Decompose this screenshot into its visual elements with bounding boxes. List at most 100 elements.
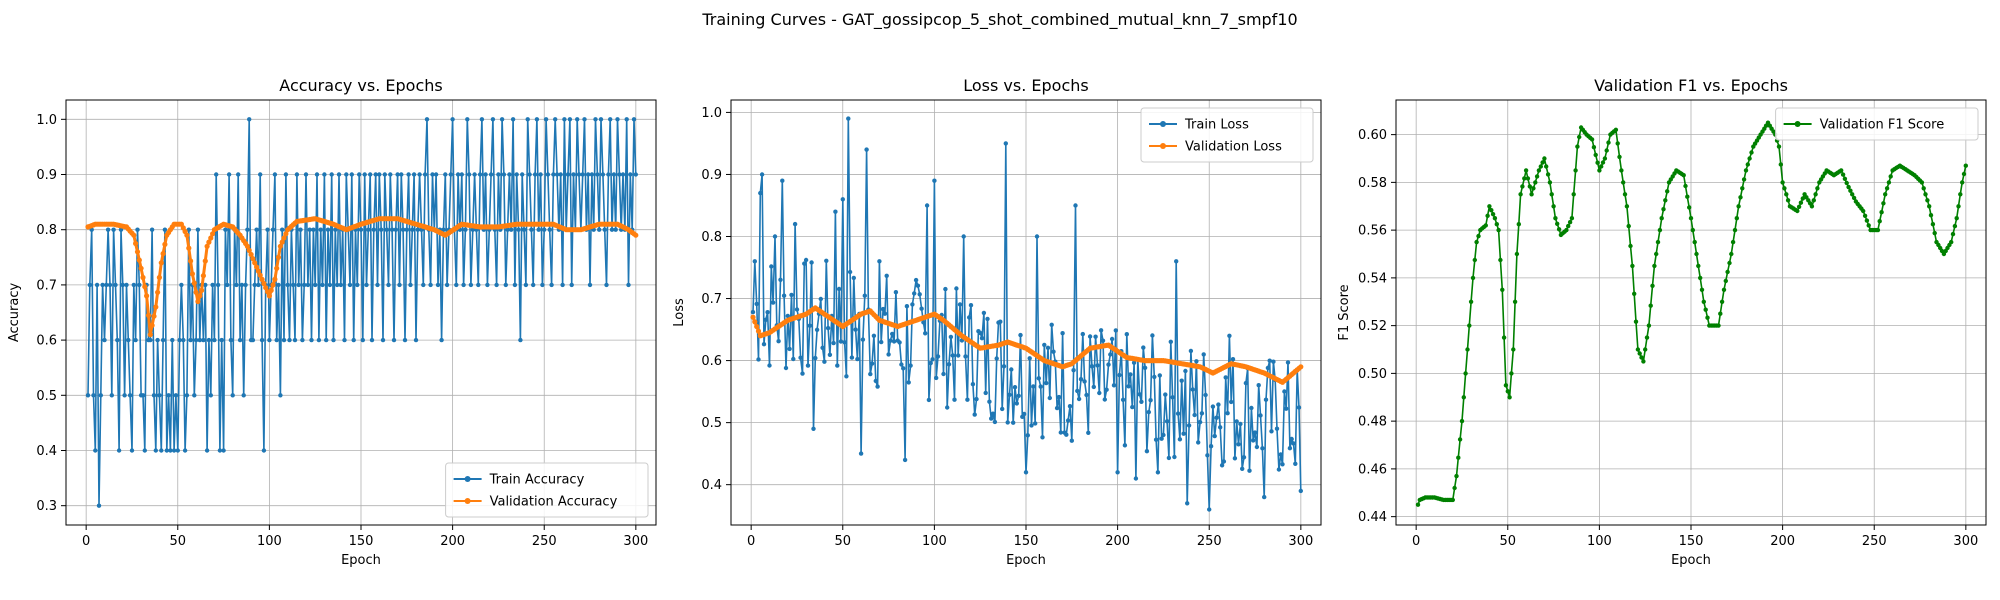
data-point [758, 190, 763, 196]
data-point [521, 227, 527, 232]
data-point [1415, 502, 1421, 507]
data-point [1529, 192, 1534, 197]
data-point [201, 337, 206, 343]
data-point [1016, 393, 1021, 398]
data-point [617, 172, 622, 177]
legend-box [1775, 107, 1979, 141]
data-point [281, 235, 287, 241]
x-tick-label: 150 [349, 534, 374, 549]
x-tick-label: 200 [1770, 534, 1795, 549]
y-tick-label: 0.54 [1358, 271, 1387, 286]
data-point [142, 448, 147, 453]
data-point [1927, 204, 1932, 209]
data-point [538, 172, 543, 177]
data-point [1630, 263, 1635, 269]
data-point [305, 282, 311, 288]
data-point [1652, 263, 1657, 269]
data-point [1511, 347, 1516, 352]
data-point [532, 172, 538, 177]
data-point [998, 319, 1003, 324]
data-point [950, 353, 955, 358]
data-point [362, 172, 367, 177]
data-point [1289, 436, 1294, 442]
data-point [979, 336, 985, 341]
data-point [1663, 198, 1668, 203]
data-point [1721, 287, 1727, 292]
data-point [1846, 184, 1851, 190]
data-point [160, 337, 166, 343]
data-point [974, 396, 979, 402]
data-point [1071, 368, 1076, 373]
data-point [593, 117, 598, 122]
data-point [827, 352, 833, 357]
data-point [444, 282, 450, 288]
data-point [536, 227, 541, 232]
data-point [1229, 399, 1234, 405]
data-point [1730, 239, 1736, 245]
data-point [882, 311, 888, 316]
data-point [1549, 192, 1554, 197]
data-point [512, 282, 518, 288]
data-point [184, 393, 190, 398]
data-point [149, 322, 155, 328]
data-point [1280, 462, 1285, 467]
data-point [274, 265, 280, 271]
data-point [1840, 172, 1846, 177]
data-point [197, 337, 202, 343]
data-point [221, 448, 226, 453]
data-point [849, 355, 855, 360]
y-tick-label: 0.50 [1358, 367, 1387, 382]
data-point [1949, 239, 1954, 245]
data-point [435, 282, 441, 288]
x-tick-label: 50 [834, 534, 851, 549]
data-point [798, 355, 803, 360]
data-point [1296, 405, 1302, 410]
data-point [488, 172, 494, 177]
data-point [191, 280, 197, 286]
data-point [534, 117, 540, 122]
data-point [1602, 156, 1608, 161]
data-point [1058, 430, 1064, 435]
data-point [1139, 399, 1144, 404]
data-point [206, 337, 212, 343]
data-point [237, 337, 243, 343]
data-point [567, 117, 573, 122]
data-point [1146, 409, 1152, 415]
data-point [234, 282, 239, 288]
data-point [311, 227, 316, 232]
data-point [1049, 322, 1054, 327]
data-point [1613, 127, 1619, 132]
data-point [448, 172, 453, 177]
data-point [1120, 397, 1126, 402]
data-point [1729, 251, 1734, 257]
data-point [1932, 230, 1937, 236]
data-point [580, 172, 585, 177]
data-point [507, 172, 512, 177]
data-point [1650, 283, 1655, 288]
data-point [549, 282, 554, 288]
data-point [767, 363, 772, 368]
data-point [1056, 394, 1062, 400]
data-point [380, 337, 386, 343]
legend: Train Loss Validation Loss [1140, 107, 1314, 163]
data-point [450, 117, 455, 122]
data-point [633, 232, 639, 238]
data-point [364, 282, 369, 288]
data-point [247, 117, 252, 122]
y-tick-label: 1.0 [36, 113, 57, 128]
data-point [1260, 446, 1265, 451]
y-tick-label: 0.4 [701, 478, 722, 493]
data-point [1236, 442, 1241, 447]
data-point [313, 282, 318, 288]
data-point [1954, 216, 1959, 221]
data-point [902, 457, 908, 463]
data-point [1115, 470, 1120, 475]
data-point [1291, 441, 1296, 446]
data-point [1133, 476, 1139, 481]
data-point [1113, 328, 1119, 333]
data-point [204, 243, 210, 249]
data-point [113, 282, 118, 288]
data-point [404, 227, 409, 232]
data-point [1087, 334, 1093, 339]
